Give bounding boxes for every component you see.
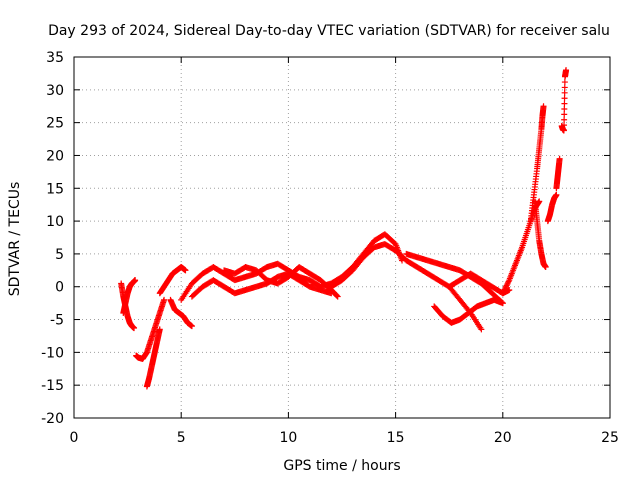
y-tick-label: 15 <box>46 181 64 197</box>
data-point <box>561 84 568 91</box>
data-point <box>561 100 568 107</box>
y-tick-label: -15 <box>41 378 64 394</box>
x-tick-label: 5 <box>177 430 186 446</box>
series-arc-dip <box>167 296 195 330</box>
data-point <box>501 286 508 293</box>
data-point <box>561 122 568 129</box>
data-point <box>556 155 563 162</box>
series-arc-late-a <box>403 250 506 307</box>
data-point <box>188 323 195 330</box>
data-point <box>561 95 568 102</box>
data-point <box>161 296 168 303</box>
series-arc-main-2 <box>188 270 335 300</box>
data-point <box>553 191 560 198</box>
data-point <box>333 292 340 299</box>
series-arc-rise <box>156 264 189 297</box>
y-tick-label: 35 <box>46 50 64 66</box>
series-arc-end-b <box>553 155 563 192</box>
y-tick-label: 0 <box>55 280 64 296</box>
data-point <box>561 79 568 86</box>
data-point <box>561 105 568 112</box>
data-point <box>540 103 547 110</box>
y-tick-label: 20 <box>46 148 64 164</box>
x-tick-label: 25 <box>601 430 619 446</box>
series-arc-main-3 <box>221 264 341 300</box>
y-tick-label: 30 <box>46 83 64 99</box>
grid <box>74 57 610 418</box>
data-point <box>501 287 508 294</box>
y-tick-label: 25 <box>46 116 64 132</box>
data-point <box>499 300 506 307</box>
data-point <box>505 278 512 285</box>
data-point <box>504 279 511 286</box>
data-points <box>118 67 570 390</box>
y-tick-label: 5 <box>55 247 64 263</box>
data-point <box>334 293 341 300</box>
data-point <box>561 89 568 96</box>
data-point <box>502 285 509 292</box>
data-point <box>478 326 485 333</box>
data-point <box>503 283 510 290</box>
data-point <box>542 264 549 271</box>
data-point <box>563 67 570 74</box>
x-axis-title: GPS time / hours <box>283 458 400 474</box>
series-arc-spike-low <box>531 198 549 271</box>
y-tick-label: 10 <box>46 214 64 230</box>
y-tick-label: -20 <box>41 411 64 427</box>
data-point <box>560 127 567 134</box>
x-tick-label: 0 <box>70 430 79 446</box>
series-arc-spike <box>527 103 547 225</box>
y-axis-title: SDTVAR / TECUs <box>7 182 23 297</box>
data-point <box>504 281 511 288</box>
axis-ticks: 0 5 10 15 20 25 -20 -15 -10 -5 0 5 10 15 20 25 30 35 <box>41 50 619 446</box>
data-point <box>156 326 163 333</box>
series-arc-late-b <box>431 296 506 326</box>
plot-frame <box>73 56 611 419</box>
data-point <box>500 288 507 295</box>
series-arc-mid <box>328 241 485 333</box>
data-point <box>561 111 568 118</box>
data-point <box>132 277 139 284</box>
series-arc-end-a <box>544 191 560 225</box>
data-point <box>503 282 510 289</box>
x-tick-label: 15 <box>387 430 405 446</box>
y-tick-label: -10 <box>41 345 64 361</box>
series-arc-main-1 <box>178 231 406 303</box>
data-point <box>182 267 189 274</box>
x-tick-label: 20 <box>494 430 512 446</box>
data-point <box>561 116 568 123</box>
data-point <box>334 292 341 299</box>
data-point <box>131 325 138 332</box>
data-point <box>506 287 513 294</box>
series-arc-end-c <box>558 67 570 134</box>
y-tick-label: -5 <box>50 313 64 329</box>
series-arc-deepest <box>143 326 163 390</box>
series-arc-deep <box>133 296 168 362</box>
series-arc-early-b <box>120 277 139 316</box>
data-point <box>499 290 506 297</box>
x-tick-label: 10 <box>279 430 297 446</box>
chart-title: Day 293 of 2024, Sidereal Day-to-day VTE… <box>48 23 610 39</box>
